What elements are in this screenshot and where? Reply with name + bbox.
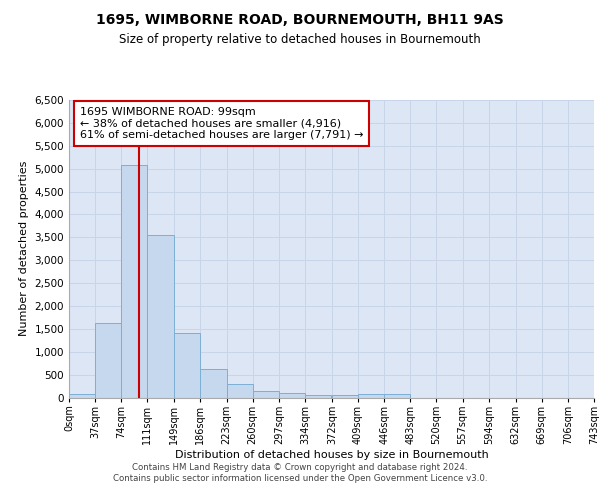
Bar xyxy=(95,324,121,398)
Bar xyxy=(69,394,95,398)
Text: 1695 WIMBORNE ROAD: 99sqm
← 38% of detached houses are smaller (4,916)
61% of se: 1695 WIMBORNE ROAD: 99sqm ← 38% of detac… xyxy=(80,107,363,140)
Bar xyxy=(358,394,384,398)
Bar xyxy=(305,395,331,398)
Bar xyxy=(279,393,305,398)
Y-axis label: Number of detached properties: Number of detached properties xyxy=(19,161,29,336)
Text: Size of property relative to detached houses in Bournemouth: Size of property relative to detached ho… xyxy=(119,32,481,46)
Bar xyxy=(121,165,148,398)
Bar xyxy=(227,384,253,398)
Bar xyxy=(384,394,410,398)
Bar xyxy=(332,395,358,398)
Text: Contains HM Land Registry data © Crown copyright and database right 2024.: Contains HM Land Registry data © Crown c… xyxy=(132,462,468,471)
Text: Contains public sector information licensed under the Open Government Licence v3: Contains public sector information licen… xyxy=(113,474,487,483)
Text: 1695, WIMBORNE ROAD, BOURNEMOUTH, BH11 9AS: 1695, WIMBORNE ROAD, BOURNEMOUTH, BH11 9… xyxy=(96,12,504,26)
Bar xyxy=(253,390,279,398)
Bar xyxy=(148,234,173,398)
Bar xyxy=(174,334,200,398)
X-axis label: Distribution of detached houses by size in Bournemouth: Distribution of detached houses by size … xyxy=(175,450,488,460)
Bar xyxy=(200,369,227,398)
